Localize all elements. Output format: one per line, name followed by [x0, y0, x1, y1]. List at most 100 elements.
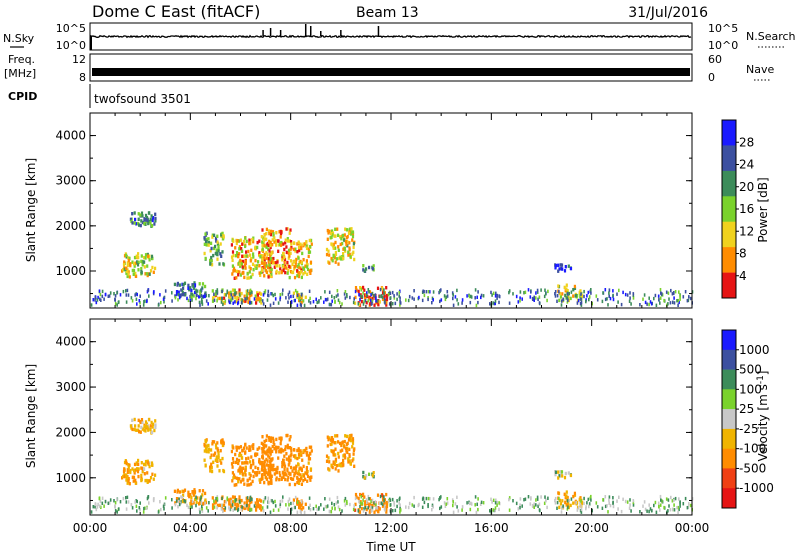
velocity-cell	[360, 495, 363, 499]
power-cell	[405, 298, 407, 302]
power-cell	[384, 301, 386, 305]
power-cell	[452, 296, 454, 301]
velocity-cell	[207, 509, 209, 513]
power-cell	[626, 293, 629, 297]
velocity-cell	[379, 494, 382, 499]
power-cell	[352, 300, 355, 305]
power-cell	[257, 296, 260, 300]
power-cell	[126, 269, 129, 273]
velocity-cell	[283, 462, 286, 467]
velocity-cell	[342, 463, 345, 467]
power-cell	[190, 295, 193, 299]
velocity-cell	[689, 503, 692, 508]
velocity-cell	[259, 461, 262, 466]
velocity-cell	[491, 500, 493, 504]
freq-tick-top: 12	[72, 53, 86, 66]
velocity-cell	[686, 506, 689, 510]
velocity-cell	[677, 505, 679, 510]
velocity-cell	[133, 462, 137, 467]
velocity-cell	[383, 498, 385, 503]
velocity-cell	[337, 451, 340, 456]
velocity-cell	[391, 497, 394, 502]
velocity-cell	[171, 498, 173, 502]
velocity-cell	[241, 505, 243, 509]
power-cell	[288, 231, 291, 235]
power-cell	[297, 271, 300, 275]
velocity-cell	[137, 462, 140, 466]
power-cell	[127, 272, 130, 276]
velocity-cell	[138, 430, 141, 434]
velocity-cell	[205, 449, 208, 454]
power-cell	[133, 262, 136, 266]
power-cell	[300, 303, 302, 308]
colorbar-swatch	[722, 448, 736, 469]
velocity-cell	[273, 467, 276, 472]
velocity-cell	[187, 493, 190, 497]
velocity-cell	[351, 445, 354, 449]
power-cell	[300, 260, 303, 265]
velocity-cell	[137, 424, 140, 428]
power-cell	[275, 264, 278, 268]
power-cell	[423, 293, 426, 298]
power-cell	[136, 302, 138, 306]
power-cell	[588, 297, 590, 302]
velocity-cell	[682, 502, 685, 506]
velocity-cell	[146, 506, 148, 510]
velocity-cell	[211, 469, 214, 474]
power-cell	[134, 274, 137, 278]
velocity-cell	[567, 505, 569, 509]
power-cell	[250, 275, 253, 279]
velocity-cell	[629, 498, 631, 502]
velocity-cell	[286, 469, 289, 473]
power-cell	[345, 236, 348, 240]
velocity-cell	[230, 500, 233, 504]
velocity-cell	[590, 494, 592, 499]
power-cell	[309, 271, 312, 275]
power-cell	[364, 296, 367, 301]
power-cell	[274, 297, 277, 301]
power-cell	[524, 290, 527, 294]
velocity-cell	[262, 500, 265, 504]
power-cell	[293, 241, 296, 245]
velocity-cell	[222, 468, 225, 473]
velocity-cell	[408, 501, 411, 506]
power-cell	[439, 299, 441, 304]
power-cell	[324, 290, 326, 294]
velocity-cell	[554, 498, 556, 503]
power-cell	[492, 301, 494, 305]
velocity-cell	[559, 502, 562, 506]
power-cell	[302, 258, 305, 262]
power-cell	[325, 298, 328, 302]
date-label: 31/Jul/2016	[628, 5, 708, 21]
power-cell	[147, 288, 149, 292]
power-cell	[545, 292, 547, 296]
velocity-cell	[586, 501, 588, 505]
power-cell	[644, 300, 647, 305]
power-cell	[202, 294, 205, 299]
velocity-cell	[302, 474, 306, 478]
velocity-cell	[244, 451, 247, 455]
power-cell	[270, 251, 273, 255]
power-cell	[308, 250, 312, 254]
velocity-cell	[369, 505, 372, 509]
velocity-cell	[281, 460, 284, 465]
power-cell	[137, 260, 140, 264]
power-cell	[297, 256, 300, 260]
power-cell	[308, 269, 311, 273]
velocity-cell	[391, 509, 394, 513]
power-cell	[558, 298, 561, 303]
power-cell	[127, 258, 130, 263]
velocity-cell	[285, 433, 288, 438]
colorbar-swatch	[722, 272, 736, 299]
y-tick-label: 2000	[55, 425, 86, 439]
power-cell	[665, 290, 668, 294]
power-cell	[352, 242, 355, 246]
power-cell	[535, 291, 537, 295]
power-cell	[646, 302, 648, 306]
power-cell	[126, 288, 129, 293]
power-cell	[239, 259, 242, 264]
power-cell	[590, 288, 592, 292]
velocity-cell	[277, 456, 280, 460]
velocity-cell	[141, 469, 144, 474]
velocity-cell	[327, 437, 330, 442]
